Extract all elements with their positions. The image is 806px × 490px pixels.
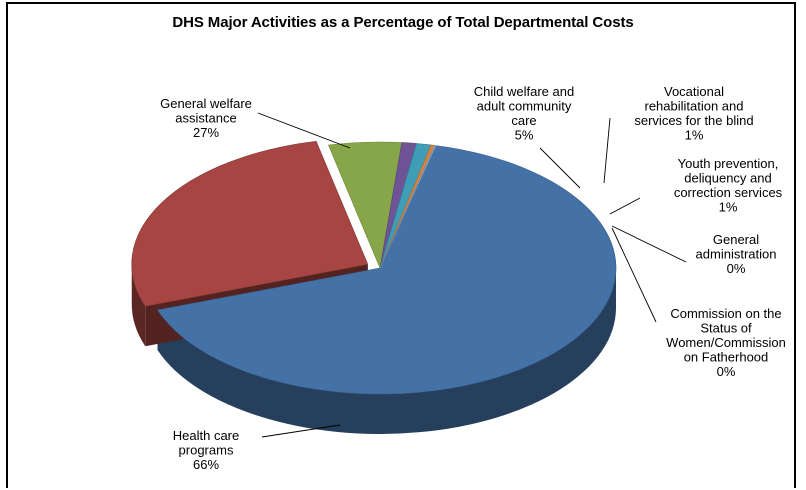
slice-label-line: Vocational [664,84,724,99]
slice-label-line: Child welfare and [474,84,574,99]
chart-title: DHS Major Activities as a Percentage of … [172,14,634,31]
pie-slice-6 [379,145,437,269]
slice-side-1 [131,264,146,347]
slice-label-line: Health care [173,428,239,443]
leader-line-6 [611,227,657,323]
leader-line-1 [257,112,351,149]
slice-label-line: care [511,113,536,128]
slice-labels: Health care programs 66% General welfare ass… [160,84,786,472]
chart-frame [6,2,796,488]
slice-label-line: deliquency and [684,171,771,186]
slice-side-0 [157,268,616,434]
slice-percent-4: 1% [719,200,738,215]
slice-label-line: on Fatherhood [684,350,769,365]
slice-percent-2: 5% [515,128,534,143]
slice-percent-6: 0% [717,364,736,379]
slice-label-line: General [713,232,759,247]
slice-label-2: Child welfare and adult community care 5% [474,84,574,143]
leader-line-0 [261,424,341,438]
slice-label-0: Health care programs 66% [173,428,239,472]
slice-label-6: Commission on the Status of Women/Commissi… [666,306,786,379]
slice-label-1: General welfare assistance 27% [160,96,252,140]
slice-label-line: Status of [700,321,752,336]
slice-label-3: Vocational rehabilitation and services for… [634,84,753,143]
leader-line-4 [609,197,641,215]
pie-slices [131,140,617,395]
slice-label-line: assistance [175,111,236,126]
slice-percent-3: 1% [685,128,704,143]
slice-label-line: rehabilitation and [644,99,743,114]
slice-label-line: Women/Commission [666,335,786,350]
slice-percent-0: 66% [193,457,219,472]
slice-percent-1: 27% [193,125,219,140]
slice-label-line: General welfare [160,96,252,111]
pie-slice-1 [131,140,369,307]
slice-label-line: adult community [477,99,572,114]
leader-line-5 [611,225,687,263]
slice-label-line: programs [179,443,234,458]
leader-line-3 [603,117,611,184]
leader-lines [257,112,687,438]
slice-label-line: correction services [674,185,783,200]
pie-slice-0 [157,145,617,395]
slice-percent-5: 0% [727,261,746,276]
slice-label-line: Commission on the [670,306,781,321]
slice-label-5: General administration 0% [696,232,777,276]
leader-line-2 [539,147,581,189]
slice-label-line: Youth prevention, [678,156,779,171]
slice-label-line: services for the blind [634,113,753,128]
slice-label-4: Youth prevention, deliquency and correctio… [674,156,783,215]
slice-label-line: administration [696,247,777,262]
